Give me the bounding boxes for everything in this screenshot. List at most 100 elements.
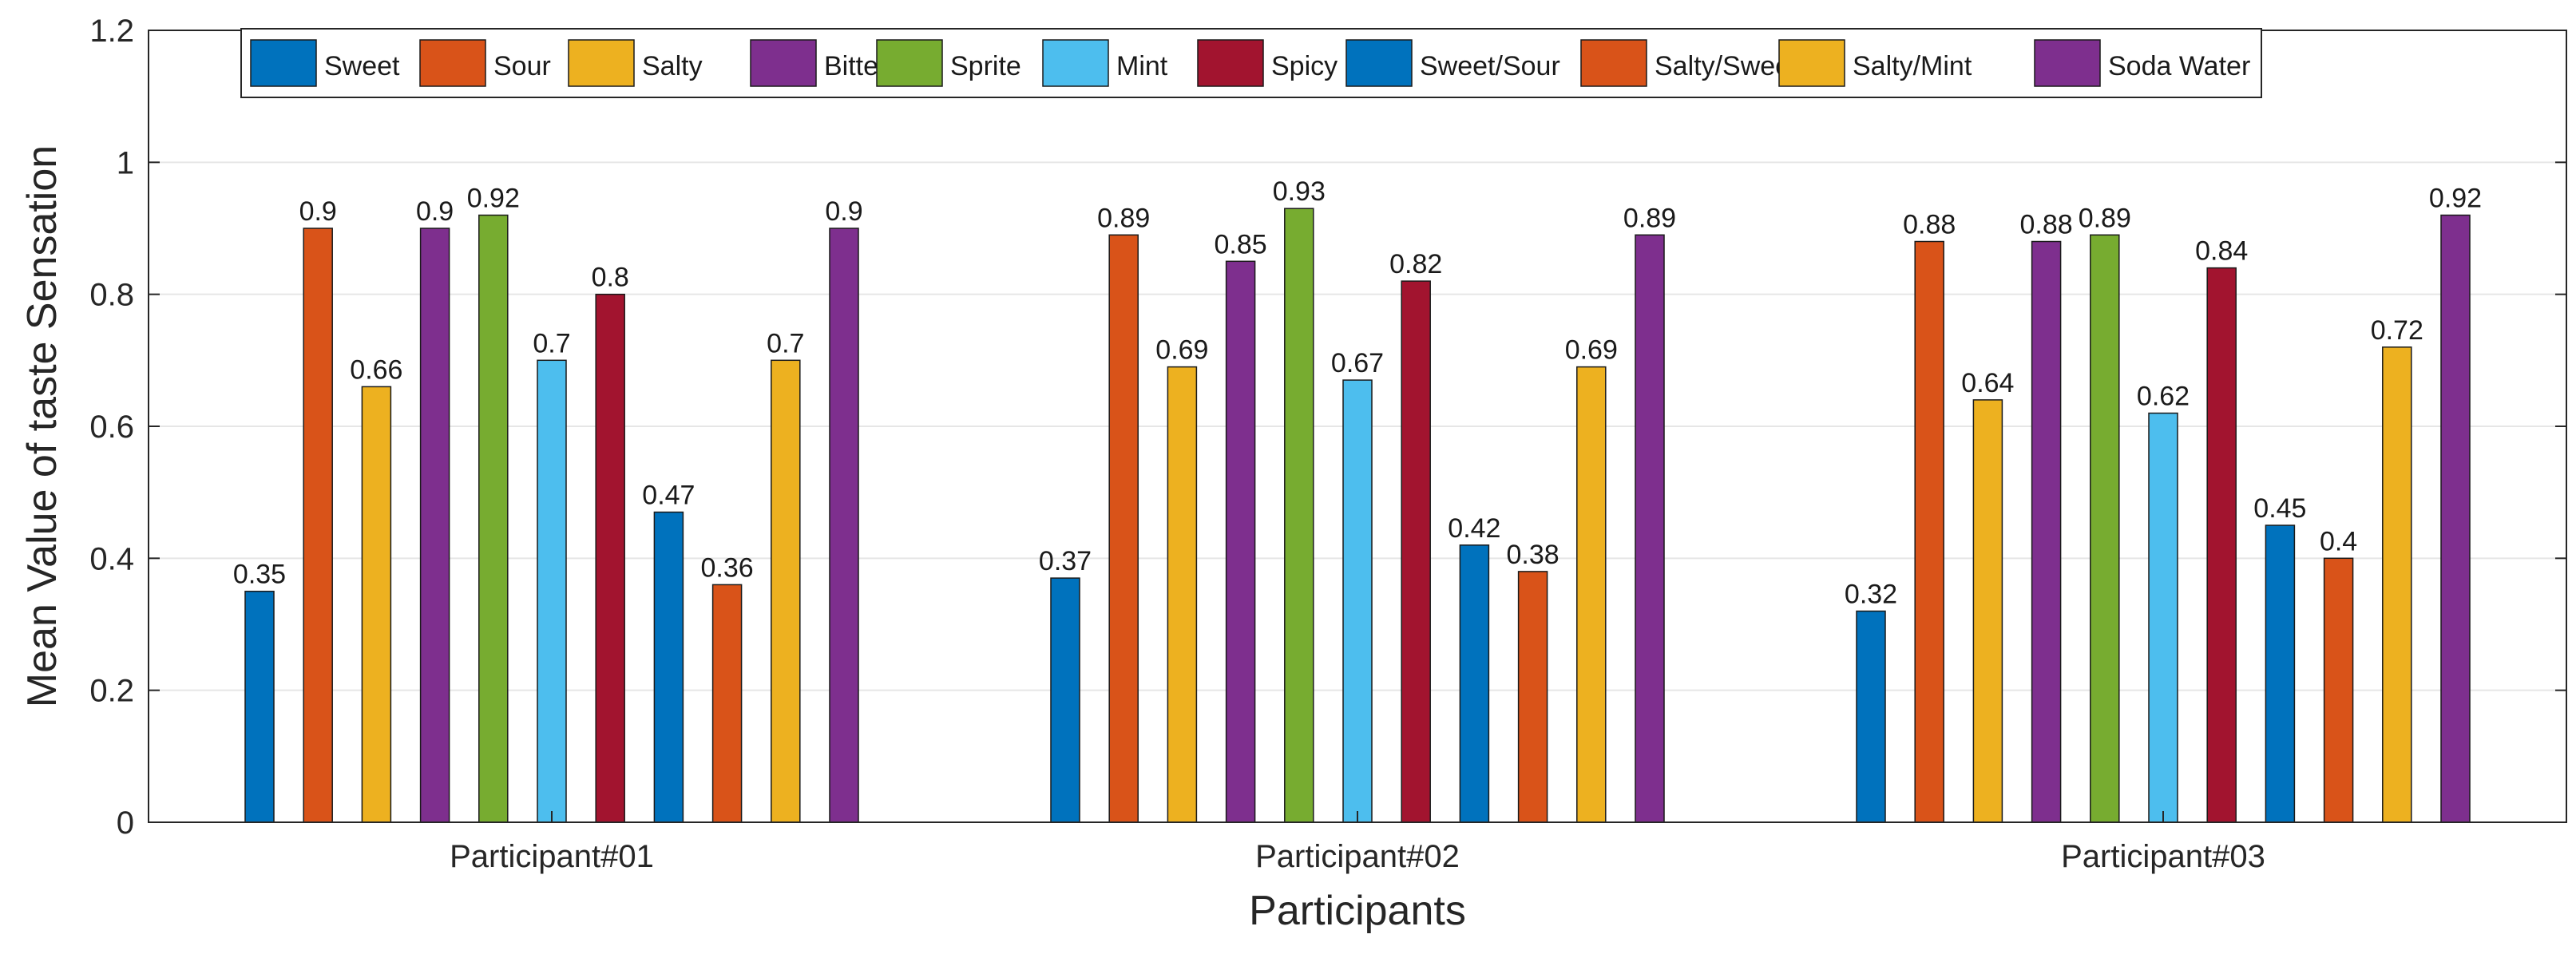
bar: [1401, 280, 1431, 823]
y-tick-label: 0.2: [89, 674, 134, 709]
bar: [771, 359, 801, 823]
bar: [2206, 267, 2237, 823]
bar-value-label: 0.92: [467, 184, 520, 214]
bar: [1856, 610, 1886, 823]
bar: [1635, 234, 1665, 823]
legend-label: Sweet/Sour: [1420, 51, 1560, 81]
legend-label: Sprite: [950, 51, 1021, 81]
bar-value-label: 0.88: [2020, 210, 2073, 240]
y-tick-label: 0.6: [89, 410, 134, 445]
bar: [1459, 544, 1490, 823]
bar: [419, 228, 450, 823]
bar-value-label: 0.88: [1903, 210, 1956, 240]
bar-value-label: 0.47: [642, 481, 695, 511]
bar: [1342, 379, 1373, 823]
bar-value-label: 0.67: [1331, 348, 1384, 378]
bar-value-label: 0.92: [2429, 184, 2482, 214]
bar: [478, 214, 509, 823]
legend-swatch: [419, 39, 486, 87]
legend-label: Salty/Sweet: [1655, 51, 1798, 81]
bar-value-label: 0.69: [1565, 335, 1618, 366]
bar-value-label: 0.7: [533, 328, 570, 358]
y-tick-label: 0.4: [89, 541, 134, 576]
bar-value-label: 0.9: [416, 196, 454, 227]
bar: [2148, 412, 2178, 823]
bar: [829, 228, 859, 823]
bar-value-label: 0.42: [1448, 513, 1500, 544]
legend-swatch: [2034, 39, 2101, 87]
bar-value-label: 0.9: [299, 196, 337, 227]
legend-label: Mint: [1116, 51, 1168, 81]
bar: [244, 590, 275, 823]
y-tick-label: 1: [117, 145, 134, 180]
bar: [1914, 240, 1944, 823]
bar-value-label: 0.64: [1961, 368, 2014, 398]
bar-value-label: 0.62: [2137, 382, 2190, 412]
legend-label: Salty/Mint: [1853, 51, 1972, 81]
bar: [711, 584, 743, 823]
bar-value-label: 0.36: [701, 552, 754, 583]
legend-swatch: [1778, 39, 1845, 87]
bar-value-label: 0.37: [1039, 546, 1092, 576]
bar: [2323, 557, 2354, 823]
bar: [1167, 366, 1198, 823]
x-tick-label: Participant#02: [1255, 839, 1460, 874]
x-axis-label: Participants: [1249, 888, 1466, 934]
legend-label: Sour: [493, 51, 551, 81]
x-tick-label: Participant#03: [2061, 839, 2265, 874]
bar: [2031, 240, 2062, 823]
bar-value-label: 0.72: [2371, 315, 2423, 346]
bar-value-label: 0.89: [1097, 203, 1150, 233]
bar-value-label: 0.45: [2253, 493, 2306, 524]
bar-value-label: 0.7: [767, 328, 804, 358]
bar-value-label: 0.89: [1623, 203, 1676, 233]
bar-value-label: 0.9: [825, 196, 862, 227]
bar: [2090, 234, 2120, 823]
bar-value-label: 0.89: [2079, 203, 2131, 233]
legend-swatch: [876, 39, 943, 87]
legend-swatch: [1580, 39, 1647, 87]
legend-swatch: [1042, 39, 1109, 87]
bar: [303, 228, 333, 823]
bar: [537, 359, 567, 823]
bar-value-label: 0.69: [1155, 335, 1208, 366]
bar-value-label: 0.4: [2320, 526, 2357, 556]
x-axis-ticks: Participant#01 Participant#02 Participant#…: [450, 30, 2265, 874]
bar-value-label: 0.85: [1215, 229, 1267, 259]
bar: [653, 511, 684, 823]
value-labels-layer: 0.35 0.370.320.9 0.89 0.880.660.690.640.90.…: [233, 176, 2482, 609]
bar: [2440, 214, 2471, 823]
bar: [1972, 399, 2003, 823]
bar: [1517, 571, 1548, 823]
bar: [1225, 260, 1256, 823]
legend-label: Sweet: [324, 51, 400, 81]
bar-value-label: 0.32: [1845, 580, 1897, 610]
legend-label: Soda Water: [2108, 51, 2250, 81]
bar-value-label: 0.82: [1389, 249, 1442, 279]
bar: [1284, 208, 1314, 823]
legend-swatch: [1345, 39, 1413, 87]
legend-swatch: [750, 39, 817, 87]
y-tick-label: 0.8: [89, 278, 134, 313]
bar: [595, 293, 625, 823]
legend-swatch: [1197, 39, 1264, 87]
bar: [361, 386, 392, 823]
y-tick-label: 0: [117, 806, 134, 841]
bar-value-label: 0.93: [1273, 176, 1326, 207]
bar: [1576, 366, 1607, 823]
bar-value-label: 0.38: [1507, 540, 1559, 570]
y-tick-label: 1.2: [89, 14, 134, 49]
bar-value-label: 0.8: [592, 263, 629, 293]
y-axis-ticks: 0 0.2 0.4 0.6 0.8 1 1.2: [89, 14, 2566, 841]
legend-swatch: [568, 39, 635, 87]
bars-layer: [244, 208, 2471, 823]
bar: [1050, 577, 1080, 823]
bar: [2382, 346, 2412, 823]
legend-label: Spicy: [1271, 51, 1338, 81]
bar-value-label: 0.84: [2195, 236, 2248, 267]
bar: [1108, 234, 1139, 823]
legend: Sweet Sour Salty Bitter Sprite Mint Spicy Sweet…: [240, 28, 2262, 98]
legend-label: Salty: [642, 51, 703, 81]
